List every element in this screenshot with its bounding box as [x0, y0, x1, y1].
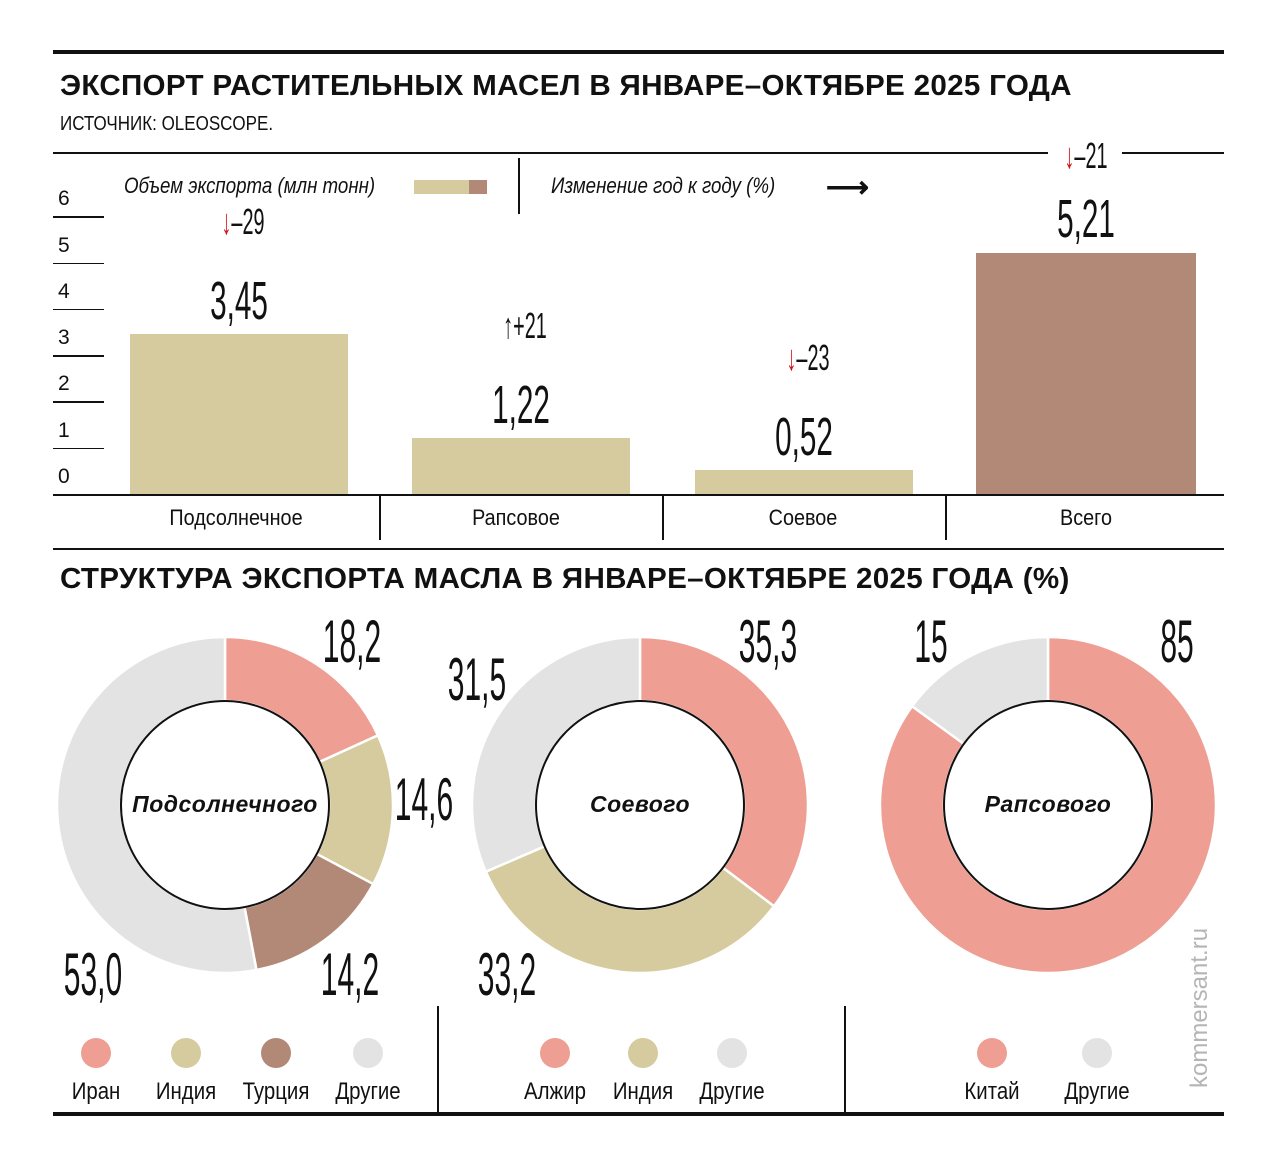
legend-dot [353, 1038, 383, 1068]
donut-hole [120, 700, 330, 910]
slice-value-label: 15 [914, 608, 948, 675]
source-note: ИСТОЧНИК: OLEOSCOPE. [60, 113, 274, 135]
legend-label: Алжир [524, 1078, 586, 1105]
slice-value-label: 14,2 [320, 941, 380, 1008]
bottom-rule [53, 1112, 1224, 1116]
category-divider [662, 496, 664, 540]
slice-value-label: 53,0 [63, 941, 123, 1008]
y-tick-label: 3 [58, 326, 70, 350]
arrow-down-icon: ↓ [786, 336, 797, 378]
bar [130, 334, 348, 494]
slice-value-label: 31,5 [447, 646, 507, 713]
page-title: ЭКСПОРТ РАСТИТЕЛЬНЫХ МАСЕЛ В ЯНВАРЕ–ОКТЯ… [60, 70, 1072, 102]
slice-value-label: 18,2 [322, 608, 382, 675]
legend-group-divider [844, 1006, 846, 1112]
donut-center-label: Подсолнечного [132, 791, 318, 817]
yoy-change-label: ↓–21 [1061, 138, 1111, 174]
section-rule [53, 548, 1224, 550]
yoy-change-label: ↓–23 [786, 336, 830, 378]
y-tick-label: 1 [58, 418, 70, 442]
legend-label: Турция [242, 1078, 310, 1105]
legend-dot [81, 1038, 111, 1068]
yoy-change-value: –29 [231, 201, 265, 243]
y-tick-line [53, 216, 104, 218]
slice-value-label: 14,6 [394, 766, 454, 833]
bar-value-label: 1,22 [492, 374, 550, 435]
structure-title: СТРУКТУРА ЭКСПОРТА МАСЛА В ЯНВАРЕ–ОКТЯБР… [60, 563, 1070, 595]
yoy-change-label: ↑+21 [503, 304, 547, 346]
slice-value-label: 35,3 [738, 608, 798, 675]
watermark: kommersant.ru [1186, 927, 1213, 1088]
y-tick-line [53, 447, 104, 450]
y-tick-label: 4 [58, 279, 70, 303]
legend-label: Другие [699, 1078, 765, 1105]
y-tick-line [53, 401, 104, 403]
legend-dot [628, 1038, 658, 1068]
chart-top-rule-right [1122, 152, 1224, 154]
y-tick-label: 0 [58, 465, 70, 488]
yoy-change-value: –23 [796, 336, 830, 378]
category-label: Всего [1060, 505, 1112, 530]
legend-label: Китай [964, 1078, 1020, 1105]
donut-center-label: Соевого [589, 791, 691, 817]
legend-divider [518, 158, 520, 214]
bar-value-label: 5,21 [1057, 189, 1115, 249]
bar [412, 437, 630, 494]
y-tick-label: 2 [58, 372, 70, 396]
legend-dot [540, 1038, 570, 1068]
legend-group-divider [437, 1006, 439, 1112]
y-tick-line [53, 355, 104, 357]
legend-label: Индия [155, 1078, 217, 1105]
legend-dot [977, 1038, 1007, 1068]
slice-value-label: 33,2 [477, 941, 537, 1008]
legend-dot [261, 1038, 291, 1068]
category-label: Соевое [768, 505, 838, 530]
arrow-down-icon: ↓ [1064, 135, 1075, 176]
bar [695, 469, 913, 494]
y-tick-line [53, 308, 104, 311]
yoy-change-value: +21 [513, 304, 547, 346]
legend-label: Другие [335, 1078, 401, 1105]
yoy-change-label: ↓–29 [222, 204, 265, 240]
bar-value-label: 0,52 [775, 406, 833, 467]
chart-top-rule [53, 152, 1048, 154]
legend-change: Изменение год к году (%) [551, 173, 776, 198]
donut-center-label: Рапсового [984, 791, 1112, 817]
bar [976, 252, 1196, 494]
right-arrow-icon: ⟶ [826, 171, 870, 204]
category-divider [945, 496, 947, 540]
y-tick-line [53, 262, 104, 264]
legend-volume-swatch [414, 180, 469, 194]
slice-value-label: 85 [1160, 608, 1194, 675]
donut-hole [943, 700, 1153, 910]
category-label: Рапсовое [472, 505, 560, 530]
legend-label: Иран [71, 1078, 121, 1105]
y-tick-label: 5 [58, 233, 70, 257]
arrow-down-icon: ↓ [221, 201, 232, 243]
legend-dot [171, 1038, 201, 1068]
x-axis-line [53, 494, 1224, 496]
y-tick-label: 6 [58, 187, 70, 211]
legend-volume: Объем экспорта (млн тонн) [124, 173, 376, 198]
yoy-change-value: –21 [1074, 135, 1108, 176]
legend-label: Индия [612, 1078, 674, 1105]
donut-hole [535, 700, 745, 910]
top-rule [53, 50, 1224, 54]
category-label: Подсолнечное [169, 505, 303, 530]
category-divider [379, 496, 381, 540]
legend-dot [1082, 1038, 1112, 1068]
legend-dot [717, 1038, 747, 1068]
bar-value-label: 3,45 [210, 271, 268, 332]
arrow-up-icon: ↑ [503, 304, 514, 346]
legend-label: Другие [1064, 1078, 1130, 1105]
legend-volume-swatch-total [469, 180, 487, 194]
